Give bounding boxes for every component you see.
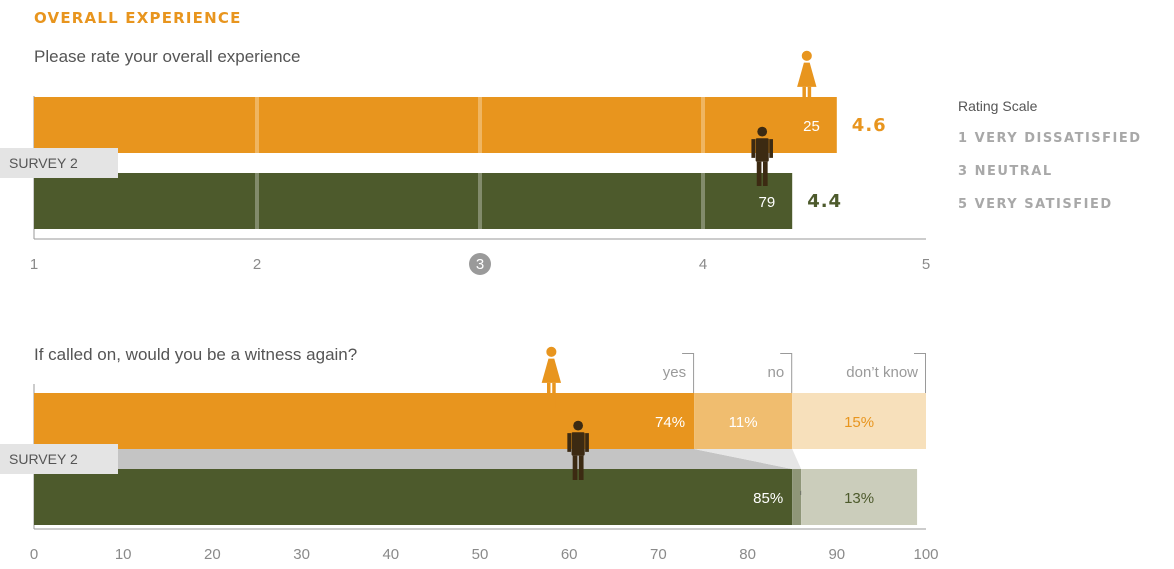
legend-item-1: 1 VERY DISSATISFIED xyxy=(958,131,1142,146)
chart2-segment-1-3 xyxy=(792,393,926,449)
chart2-no-connector xyxy=(694,449,802,469)
chart2-question: If called on, would you be a witness aga… xyxy=(34,345,357,364)
chart2-category-bracket xyxy=(682,353,695,393)
chart1-tick-label: 2 xyxy=(253,256,261,273)
chart2-segment-2-1 xyxy=(34,469,793,525)
chart1-bar-gridline xyxy=(255,173,259,229)
chart1-count-label-2: 79 xyxy=(759,194,776,211)
survey2-label-bg xyxy=(0,444,118,474)
chart2-tick-label: 50 xyxy=(472,546,489,563)
chart2-segment-1-2 xyxy=(694,393,793,449)
chart2-value-label-2-1: 85% xyxy=(753,490,783,507)
chart2-value-label-2-3: 13% xyxy=(844,490,874,507)
section-title: OVERALL EXPERIENCE xyxy=(34,9,242,27)
survey2-label-bg xyxy=(0,148,118,178)
chart1-bar-gridline xyxy=(478,173,482,229)
chart1-bar-1 xyxy=(34,97,837,153)
chart2-tick-label: 80 xyxy=(739,546,756,563)
chart2-value-label-1-3: 15% xyxy=(844,414,874,431)
survey2-label-1: SURVEY 2 xyxy=(0,148,118,178)
chart2-segment-1-1 xyxy=(34,393,695,449)
chart2-yes-connector xyxy=(34,449,793,469)
chart1-tick-label: 1 xyxy=(30,256,38,273)
chart1-count-label-1: 25 xyxy=(803,118,820,135)
survey2-label-text: SURVEY 2 xyxy=(9,451,78,467)
chart2-value-label-1-2: 11% xyxy=(729,414,758,431)
survey2-label-text: SURVEY 2 xyxy=(9,155,78,171)
chart2-category-label-1: yes xyxy=(663,364,686,381)
survey2-label-2: SURVEY 2 xyxy=(0,444,118,474)
chart1-tick-label: 3 xyxy=(476,256,484,273)
chart1-tick-label: 5 xyxy=(922,256,930,273)
chart1-bar-gridline xyxy=(701,173,705,229)
chart1-bar-gridline xyxy=(478,97,482,153)
chart1-highlight-tick-circle xyxy=(469,253,491,275)
chart1-bar-gridline xyxy=(255,97,259,153)
chart2-segment-2-3 xyxy=(801,469,918,525)
chart2-segment-2-2 xyxy=(792,469,802,525)
legend-title: Rating Scale xyxy=(958,98,1038,114)
chart1-rating-bars: 1 2 3 4 5 25 4.6 79 4.4 xyxy=(30,96,930,275)
chart2-tick-label: 0 xyxy=(30,546,38,563)
chart1-tick-label: 4 xyxy=(699,256,707,273)
legend-item-3: 3 NEUTRAL xyxy=(958,164,1053,179)
chart2-tick-label: 40 xyxy=(382,546,399,563)
chart1-bar-gridline xyxy=(701,97,705,153)
chart2-category-bracket xyxy=(780,353,793,393)
rating-scale-legend: Rating Scale 1 VERY DISSATISFIED 3 NEUTR… xyxy=(958,98,1142,212)
chart1-bar-2 xyxy=(34,173,793,229)
chart2-tick-label: 90 xyxy=(828,546,845,563)
chart1-score-label-2: 4.4 xyxy=(807,191,842,212)
chart2-tick-label: 30 xyxy=(293,546,310,563)
chart2-tick-label: 100 xyxy=(913,546,938,563)
chart2-category-bracket xyxy=(914,353,926,393)
chart1-score-label-1: 4.6 xyxy=(852,115,887,136)
chart2-category-label-2: no xyxy=(768,364,785,381)
chart1-question: Please rate your overall experience xyxy=(34,47,300,66)
chart2-tick-label: 20 xyxy=(204,546,221,563)
chart2-category-label-3: don’t know xyxy=(846,364,918,381)
chart2-tick-label: 70 xyxy=(650,546,667,563)
chart2-tick-label: 10 xyxy=(115,546,132,563)
legend-item-5: 5 VERY SATISFIED xyxy=(958,197,1113,212)
chart2-value-label-1-1: 74% xyxy=(655,414,685,431)
chart2-tick-label: 60 xyxy=(561,546,578,563)
